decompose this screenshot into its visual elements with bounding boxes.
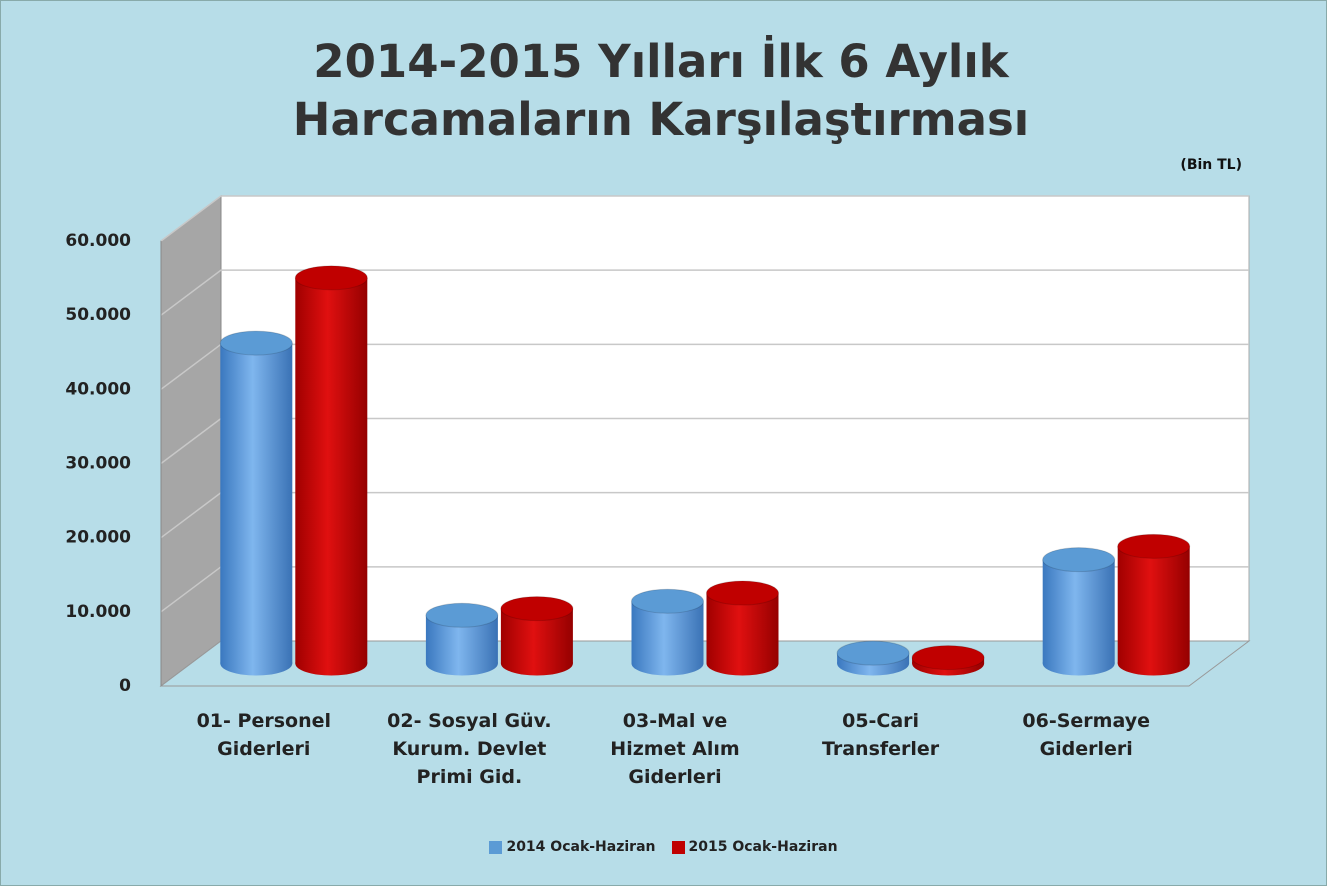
legend-label: 2015 Ocak-Haziran (688, 839, 838, 855)
chart-title: 2014-2015 Yılları İlk 6 Aylık Harcamalar… (292, 35, 1030, 146)
x-tick-label: 05-Cari Transferler (821, 710, 940, 760)
legend: 2014 Ocak-Haziran 2015 Ocak-Haziran (1, 839, 1326, 855)
legend-item: 2014 Ocak-Haziran (489, 839, 656, 855)
y-tick-label: 10.000 (65, 602, 131, 622)
y-tick-label: 30.000 (65, 454, 131, 474)
bar-top (836, 640, 910, 666)
legend-label: 2014 Ocak-Haziran (506, 839, 656, 855)
bar-top (706, 580, 779, 606)
bar-top (294, 265, 368, 291)
y-tick-label: 40.000 (65, 379, 131, 399)
bar (1117, 546, 1190, 664)
bar (220, 343, 293, 664)
legend-item: 2015 Ocak-Haziran (671, 839, 838, 855)
unit-label: (Bin TL) (1180, 157, 1242, 173)
bar-top (631, 588, 704, 614)
x-tick-label: 01- Personel Giderleri (196, 710, 331, 760)
bar-top (911, 645, 985, 671)
bar-top (219, 330, 293, 356)
x-tick-label: 06-Sermaye Giderleri (1022, 710, 1150, 760)
x-tick-label: 03-Mal ve Hizmet Alım Giderleri (610, 710, 740, 788)
grid-line (160, 269, 1249, 316)
legend-swatch (671, 840, 685, 854)
bar-top (1117, 533, 1191, 559)
bar-top (500, 596, 574, 622)
bar-top (425, 602, 499, 628)
y-tick-label: 50.000 (65, 305, 131, 325)
y-tick-label: 20.000 (65, 528, 131, 548)
bar (1042, 559, 1115, 664)
legend-swatch (489, 840, 503, 854)
x-tick-label: 02- Sosyal Güv. Kurum. Devlet Primi Gid. (387, 710, 552, 788)
bar (295, 277, 368, 664)
y-tick-label: 60.000 (65, 231, 131, 251)
grid-line (160, 195, 1249, 242)
bar-top (1042, 547, 1116, 573)
y-tick-label: 0 (119, 676, 131, 696)
